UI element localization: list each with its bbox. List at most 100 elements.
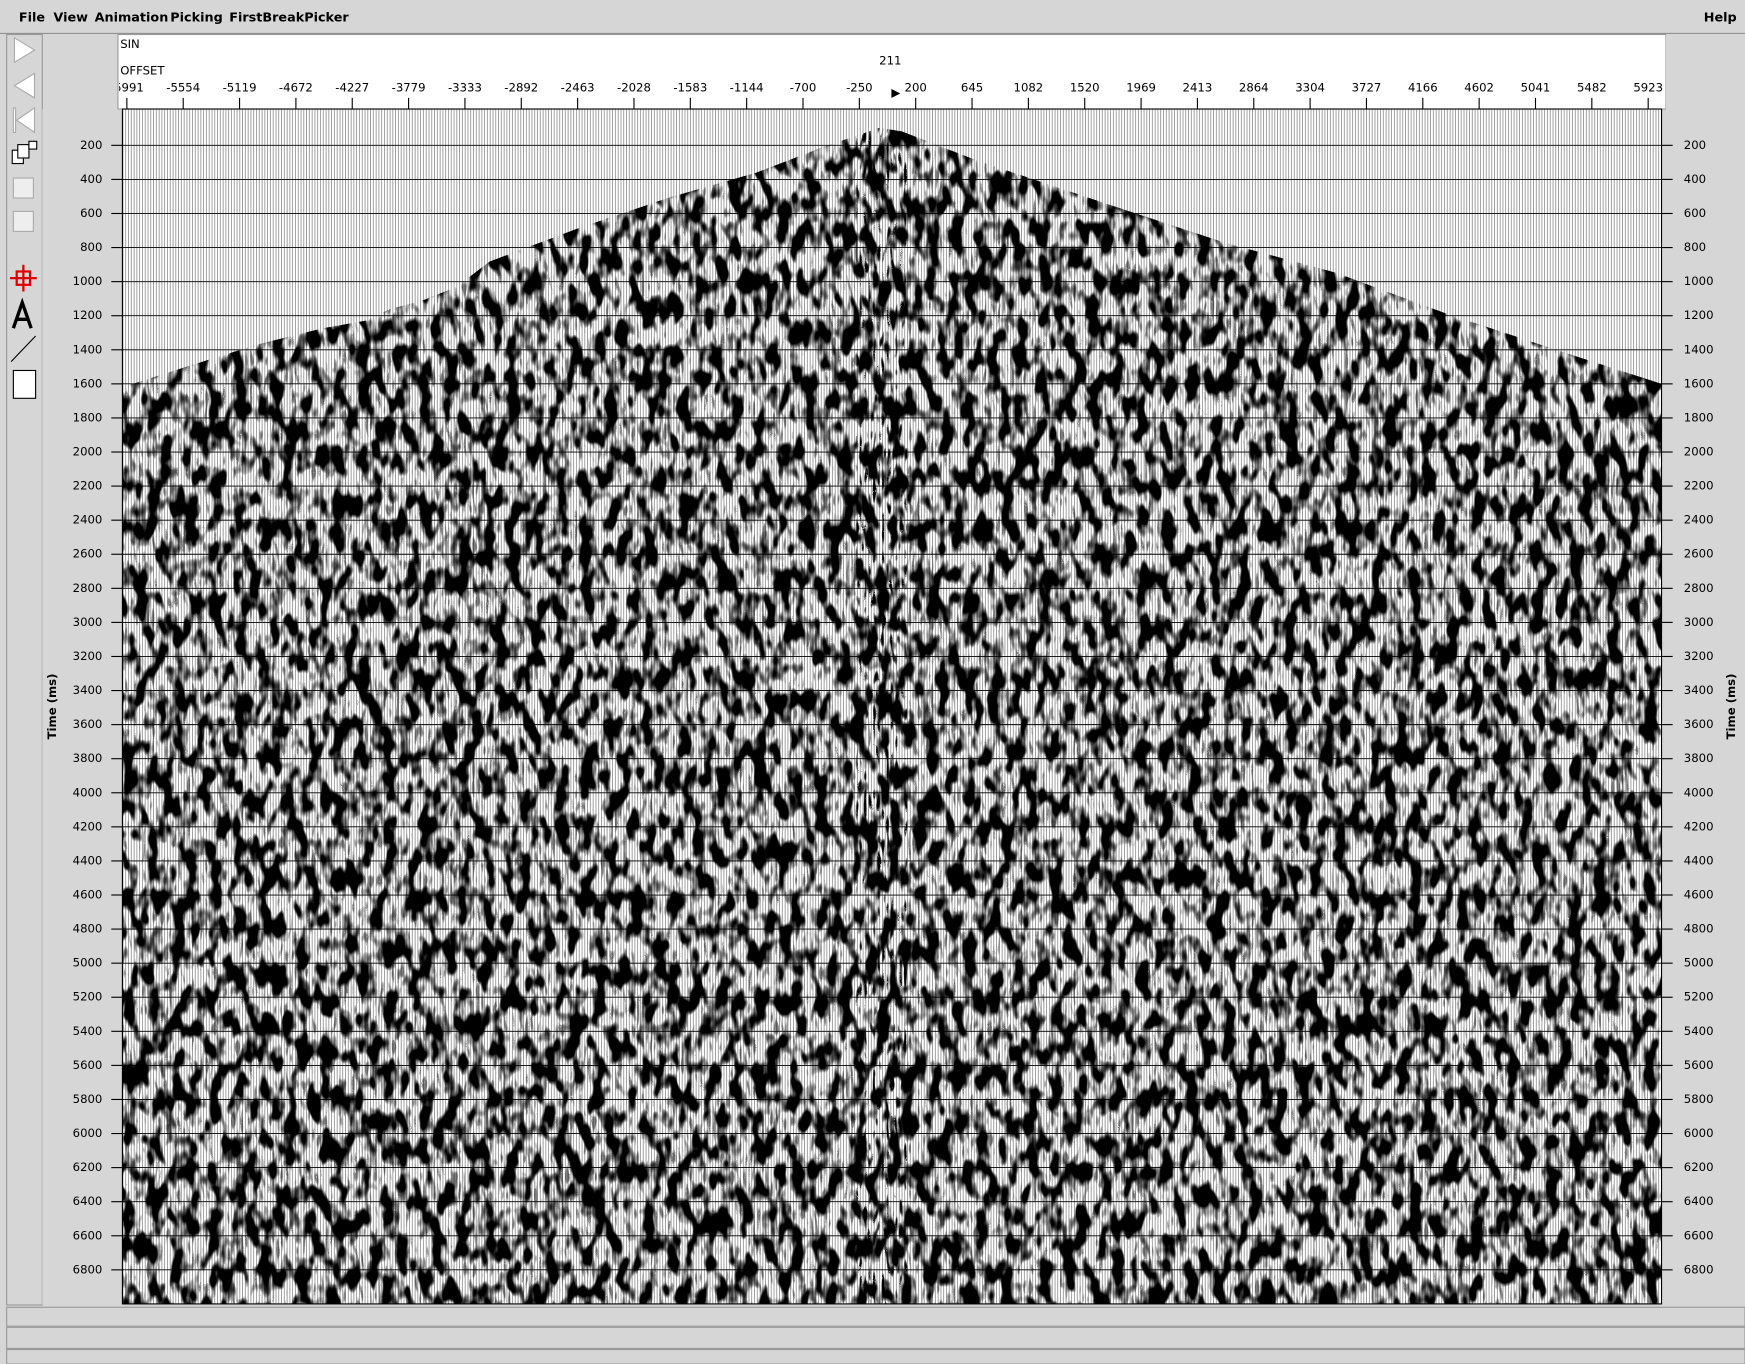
- status-bar: [6, 1326, 1745, 1349]
- y2-tick-label: 800: [1684, 240, 1706, 254]
- y-tick-label: 6200: [73, 1160, 103, 1174]
- y-tick-label: 400: [80, 172, 102, 186]
- offset-tick-label: 200: [905, 80, 927, 94]
- menu-item[interactable]: Picking: [170, 10, 222, 25]
- y2-tick-label: 2400: [1684, 513, 1714, 527]
- y2-tick-label: 2000: [1684, 445, 1714, 459]
- y-tick-label: 1000: [73, 274, 103, 288]
- y2-tick-label: 4800: [1684, 922, 1714, 936]
- offset-tick-label: -2892: [504, 80, 538, 94]
- y-tick-label: 2800: [73, 581, 103, 595]
- sin-value: 211: [879, 54, 901, 68]
- y2-tick-label: 5200: [1684, 990, 1714, 1004]
- y-tick-label: 2600: [73, 547, 103, 561]
- offset-tick-label: 5041: [1521, 80, 1551, 94]
- y-tick-label: 600: [80, 206, 102, 220]
- y-tick-label: 3400: [73, 683, 103, 697]
- rewind-button[interactable]: [12, 106, 36, 134]
- right-axis-panel: [1665, 34, 1745, 1306]
- offset-tick-label: -1144: [730, 80, 764, 94]
- offset-tick-label: 1082: [1014, 80, 1044, 94]
- y-tick-label: 1800: [73, 410, 103, 424]
- y2-tick-label: 4600: [1684, 888, 1714, 902]
- offset-tick-label: -3333: [448, 80, 482, 94]
- y-tick-label: 4000: [73, 785, 103, 799]
- slope-button[interactable]: [10, 335, 37, 362]
- copy-button[interactable]: [11, 140, 38, 165]
- offset-tick-label: 5482: [1577, 80, 1607, 94]
- y-tick-label: 4400: [73, 853, 103, 867]
- menu-help[interactable]: Help: [1704, 10, 1737, 25]
- offset-tick-label: -5119: [223, 80, 257, 94]
- y-tick-label: 3000: [73, 615, 103, 629]
- y-tick-label: 3200: [73, 649, 103, 663]
- offset-tick-label: 4602: [1464, 80, 1494, 94]
- seismic-section: [121, 108, 1663, 1305]
- y2-tick-label: 3400: [1684, 683, 1714, 697]
- y-tick-label: 1200: [73, 308, 103, 322]
- y2-tick-label: 6800: [1684, 1262, 1714, 1276]
- y2-tick-label: 5800: [1684, 1092, 1714, 1106]
- y2-tick-label: 200: [1684, 138, 1706, 152]
- text-button[interactable]: [11, 297, 33, 329]
- y2-tick-label: 1200: [1684, 308, 1714, 322]
- offset-tick-label: 4166: [1408, 80, 1438, 94]
- menu-item[interactable]: View: [53, 10, 88, 25]
- status-bar: [6, 1306, 1745, 1327]
- y2-tick-label: 3600: [1684, 717, 1714, 731]
- offset-tick-label: -5991: [110, 80, 144, 94]
- y2-tick-label: 6600: [1684, 1228, 1714, 1242]
- y2-tick-label: 4200: [1684, 819, 1714, 833]
- y2-tick-label: 2600: [1684, 547, 1714, 561]
- sin-label: SIN: [120, 37, 140, 51]
- offset-tick-label: 3727: [1352, 80, 1382, 94]
- y2-tick-label: 1600: [1684, 376, 1714, 390]
- y-tick-label: 5000: [73, 956, 103, 970]
- offset-tick-label: -4672: [279, 80, 313, 94]
- y-tick-label: 6800: [73, 1262, 103, 1276]
- menu-item[interactable]: File: [19, 10, 45, 25]
- y2-tick-label: 6200: [1684, 1160, 1714, 1174]
- toolbar: [6, 33, 43, 1306]
- y-tick-label: 6400: [73, 1194, 103, 1208]
- pan-button[interactable]: [10, 264, 37, 292]
- y-tick-label: 3600: [73, 717, 103, 731]
- page-button[interactable]: [12, 369, 37, 399]
- offset-tick-label: -1583: [673, 80, 707, 94]
- y-tick-label: 800: [80, 240, 102, 254]
- y-tick-label: 4800: [73, 922, 103, 936]
- y2-tick-label: 2800: [1684, 581, 1714, 595]
- offset-tick-label: -5554: [166, 80, 200, 94]
- offset-tick-label: 645: [961, 80, 983, 94]
- y-tick-label: 5600: [73, 1058, 103, 1072]
- offset-tick-label: 3304: [1295, 80, 1325, 94]
- offset-tick-label: 2413: [1183, 80, 1213, 94]
- offset-tick-label: 5923: [1633, 80, 1663, 94]
- y2-tick-label: 1000: [1684, 274, 1714, 288]
- y-tick-label: 3800: [73, 751, 103, 765]
- menu-item[interactable]: FirstBreakPicker: [229, 10, 349, 25]
- y2-tick-label: 5000: [1684, 956, 1714, 970]
- disabled-button[interactable]: [12, 210, 34, 232]
- y2-tick-label: 1400: [1684, 342, 1714, 356]
- y2-axis-title: Time (ms): [1724, 674, 1738, 740]
- reverse-button[interactable]: [13, 72, 36, 99]
- y-tick-label: 4200: [73, 819, 103, 833]
- y-tick-label: 6000: [73, 1126, 103, 1140]
- menu-item[interactable]: Animation: [95, 10, 169, 25]
- offset-tick-label: -2463: [561, 80, 595, 94]
- status-bar: [6, 1348, 1745, 1364]
- y2-tick-label: 1800: [1684, 410, 1714, 424]
- y-tick-label: 1400: [73, 342, 103, 356]
- disabled-button[interactable]: [12, 177, 34, 199]
- play-button[interactable]: [13, 36, 36, 64]
- y-tick-label: 5400: [73, 1024, 103, 1038]
- y2-tick-label: 4000: [1684, 785, 1714, 799]
- y2-tick-label: 5600: [1684, 1058, 1714, 1072]
- offset-tick-label: -3779: [392, 80, 426, 94]
- header-panel: [117, 33, 1667, 110]
- y2-tick-label: 5400: [1684, 1024, 1714, 1038]
- y2-tick-label: 600: [1684, 206, 1706, 220]
- y2-tick-label: 3200: [1684, 649, 1714, 663]
- offset-tick-label: -2028: [617, 80, 651, 94]
